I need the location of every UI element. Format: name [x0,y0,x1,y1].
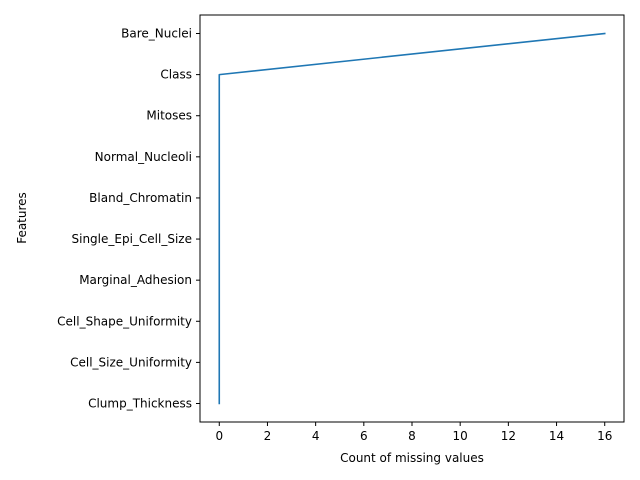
y-tick-label: Clump_Thickness [88,397,192,411]
plot-area [200,15,624,422]
x-tick-label: 6 [360,429,368,443]
plot-frame [199,14,625,423]
x-tick-label: 2 [264,429,272,443]
x-tick-label: 12 [501,429,516,443]
y-tick-label: Bare_Nuclei [121,27,192,41]
y-tick-label: Normal_Nucleoli [95,150,192,164]
series-layer [218,32,606,405]
y-tick-label: Mitoses [146,109,192,123]
y-tick-label: Single_Epi_Cell_Size [72,232,193,246]
x-tick-label: 16 [597,429,612,443]
y-axis-ticks: Clump_Thickness Cell_Size_Uniformity Cell_… [57,27,200,411]
y-axis-label: Features [15,192,29,244]
series-line [218,32,606,405]
y-tick-label: Cell_Size_Uniformity [70,355,192,369]
y-tick-label: Class [160,68,192,82]
y-tick-label: Marginal_Adhesion [79,273,192,287]
x-axis-ticks: 0 2 4 6 8 10 12 14 16 [215,422,612,443]
x-tick-label: 10 [453,429,468,443]
x-tick-label: 14 [549,429,564,443]
x-tick-label: 8 [408,429,416,443]
y-tick-label: Cell_Shape_Uniformity [57,314,192,328]
x-axis-label: Count of missing values [340,451,484,465]
y-tick-label: Bland_Chromatin [89,191,192,205]
x-tick-label: 0 [215,429,223,443]
x-tick-label: 4 [312,429,320,443]
